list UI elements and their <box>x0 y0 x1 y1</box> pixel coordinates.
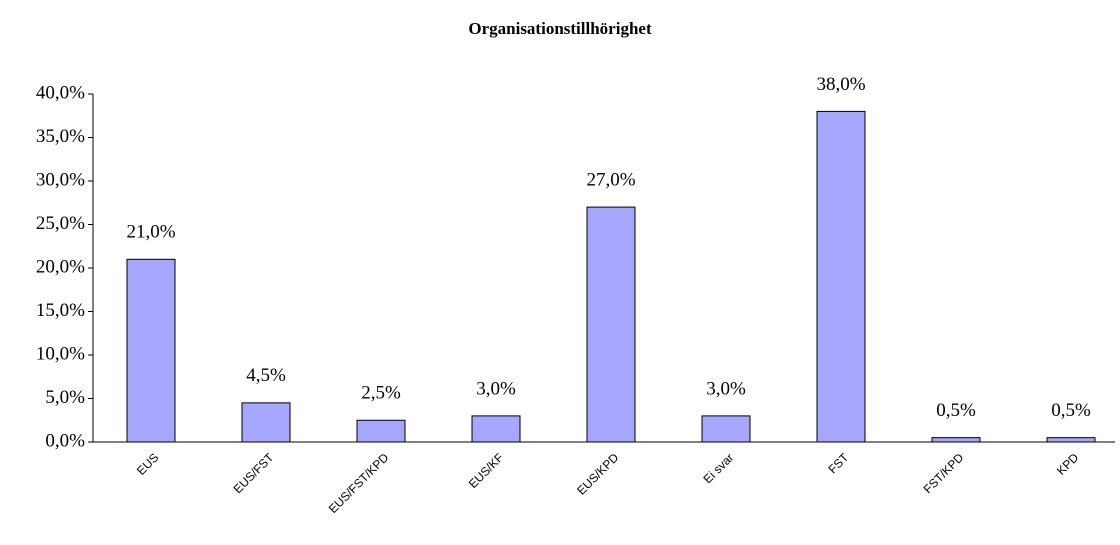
x-tick-label: EUS <box>134 450 161 477</box>
x-tick-label: EUS/KF <box>466 450 507 491</box>
value-label: 0,5% <box>1051 400 1091 421</box>
bar <box>816 110 866 443</box>
y-tick-label: 5,0% <box>45 387 85 408</box>
value-label: 27,0% <box>586 169 635 190</box>
bar <box>931 437 981 443</box>
value-label: 4,5% <box>246 365 286 386</box>
x-tick-label: FST <box>825 450 851 476</box>
bar <box>701 415 751 443</box>
value-label: 38,0% <box>816 74 865 95</box>
x-tick-label: EUS/KPD <box>574 450 621 497</box>
bar <box>356 419 406 443</box>
x-tick-label: FST/KPD <box>921 450 967 496</box>
bar <box>126 258 176 443</box>
value-label: 3,0% <box>476 378 516 399</box>
x-tick-label: Ei svar <box>701 450 737 486</box>
value-label: 21,0% <box>126 222 175 243</box>
y-tick-label: 35,0% <box>36 126 85 147</box>
bar <box>241 402 291 443</box>
y-tick-label: 30,0% <box>36 169 85 190</box>
bar <box>471 415 521 443</box>
y-tick-label: 20,0% <box>36 256 85 277</box>
bar <box>1046 437 1096 443</box>
value-label: 3,0% <box>706 378 746 399</box>
y-tick-label: 0,0% <box>45 430 85 451</box>
x-tick-label: EUS/FST/KPD <box>326 450 392 516</box>
x-tick-label: KPD <box>1054 450 1082 478</box>
y-tick-label: 10,0% <box>36 343 85 364</box>
y-tick-label: 40,0% <box>36 82 85 103</box>
x-tick-label: EUS/FST <box>231 450 277 496</box>
y-tick-label: 15,0% <box>36 300 85 321</box>
y-tick-label: 25,0% <box>36 213 85 234</box>
bar <box>586 206 636 443</box>
value-label: 0,5% <box>936 400 976 421</box>
chart-title: Organisationstillhörighet <box>468 19 652 38</box>
value-label: 2,5% <box>361 383 401 404</box>
